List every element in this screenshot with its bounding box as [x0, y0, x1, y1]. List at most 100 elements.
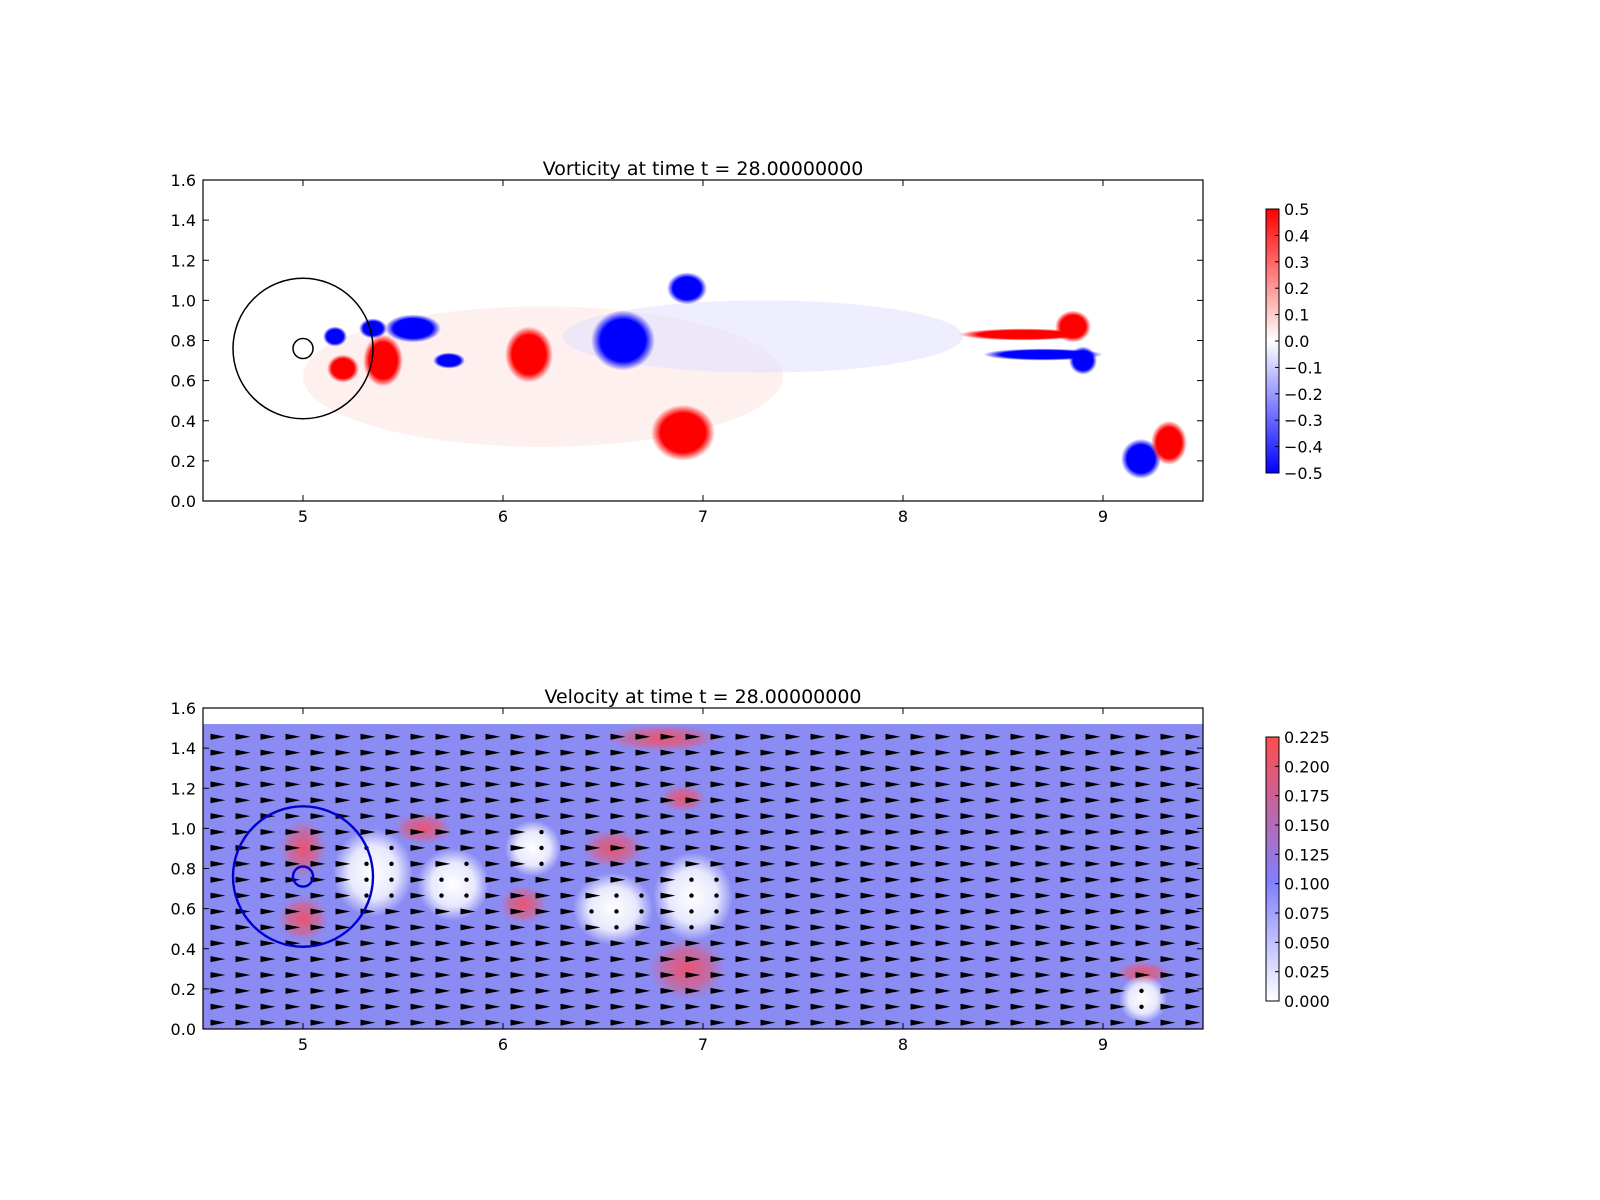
quiver-arrow	[910, 892, 926, 899]
quiver-arrow	[1160, 1019, 1176, 1026]
quiver-arrow	[935, 797, 951, 804]
quiver-arrow	[735, 829, 751, 836]
quiver-arrow	[460, 924, 476, 931]
quiver-arrow	[685, 781, 701, 788]
quiver-arrow	[435, 908, 451, 915]
quiver-arrow	[285, 813, 301, 820]
quiver-arrow	[335, 765, 351, 772]
quiver-arrow	[410, 956, 426, 963]
quiver-dot	[714, 893, 719, 898]
positive-vortex	[651, 404, 715, 461]
quiver-arrow	[1160, 924, 1176, 931]
quiver-arrow	[1035, 1003, 1051, 1010]
quiver-arrow	[1185, 940, 1201, 947]
velocity-circle-large	[231, 805, 375, 948]
quiver-arrow	[535, 940, 551, 947]
quiver-arrow	[660, 844, 676, 851]
quiver-arrow	[1010, 924, 1026, 931]
quiver-arrow	[710, 1003, 726, 1010]
quiver-arrow	[885, 876, 901, 883]
quiver-arrow	[785, 971, 801, 978]
quiver-arrow	[560, 956, 576, 963]
quiver-arrow	[710, 940, 726, 947]
quiver-arrow	[735, 749, 751, 756]
quiver-arrow	[710, 956, 726, 963]
quiver-arrow	[285, 860, 301, 867]
quiver-arrow	[1185, 908, 1201, 915]
quiver-arrow	[810, 844, 826, 851]
quiver-arrow	[785, 1019, 801, 1026]
quiver-arrow	[985, 797, 1001, 804]
quiver-arrow	[860, 749, 876, 756]
quiver-arrow	[960, 749, 976, 756]
vorticity-field	[303, 272, 1187, 479]
quiver-arrow	[510, 781, 526, 788]
quiver-arrow	[910, 765, 926, 772]
quiver-arrow	[410, 844, 426, 851]
quiver-arrow	[660, 1019, 676, 1026]
quiver-arrow	[935, 844, 951, 851]
quiver-arrow	[410, 908, 426, 915]
quiver-arrow	[360, 813, 376, 820]
quiver-arrow	[735, 924, 751, 931]
quiver-arrow	[510, 908, 526, 915]
slow-flow-region	[573, 872, 653, 945]
quiver-arrow	[660, 956, 676, 963]
quiver-arrow	[335, 797, 351, 804]
quiver-arrow	[235, 876, 251, 883]
negative-vortex	[1121, 438, 1161, 479]
quiver-arrow	[635, 844, 651, 851]
quiver-arrow	[210, 829, 226, 836]
quiver-arrow	[335, 940, 351, 947]
quiver-arrow	[285, 956, 301, 963]
quiver-arrow	[1110, 733, 1126, 740]
quiver-arrow	[735, 844, 751, 851]
quiver-arrow	[385, 924, 401, 931]
velocity-colorbar-tick-label: 0.200	[1284, 757, 1330, 776]
quiver-arrow	[460, 765, 476, 772]
quiver-arrow	[285, 971, 301, 978]
quiver-arrow	[710, 1019, 726, 1026]
quiver-arrow	[760, 797, 776, 804]
quiver-arrow	[1185, 829, 1201, 836]
quiver-arrow	[1010, 749, 1026, 756]
quiver-dot	[714, 909, 719, 914]
quiver-arrow	[710, 781, 726, 788]
quiver-arrow	[335, 829, 351, 836]
quiver-arrow	[960, 765, 976, 772]
quiver-arrow	[960, 1019, 976, 1026]
vorticity-colorbar-tick-label: 0.4	[1284, 226, 1309, 245]
quiver-arrow	[1010, 1003, 1026, 1010]
quiver-arrow	[985, 892, 1001, 899]
quiver-arrow	[910, 987, 926, 994]
quiver-arrow	[560, 829, 576, 836]
quiver-arrow	[760, 765, 776, 772]
quiver-arrow	[435, 765, 451, 772]
velocity-xtick-label: 9	[1098, 1035, 1108, 1054]
quiver-arrow	[360, 765, 376, 772]
velocity-colorbar-tick-label: 0.100	[1284, 875, 1330, 894]
quiver-arrow	[435, 781, 451, 788]
quiver-arrow	[1035, 797, 1051, 804]
quiver-arrow	[610, 1003, 626, 1010]
quiver-arrow	[560, 908, 576, 915]
positive-vortex	[959, 328, 1087, 341]
quiver-arrow	[1185, 971, 1201, 978]
quiver-arrow	[835, 892, 851, 899]
quiver-dot	[464, 893, 469, 898]
fast-flow-region	[647, 936, 727, 1001]
quiver-arrow	[585, 829, 601, 836]
quiver-arrow	[660, 813, 676, 820]
quiver-arrow	[560, 876, 576, 883]
quiver-arrow	[510, 1003, 526, 1010]
quiver-arrow	[810, 797, 826, 804]
quiver-arrow	[1160, 829, 1176, 836]
quiver-arrow	[210, 813, 226, 820]
quiver-arrow	[1060, 940, 1076, 947]
quiver-arrow	[710, 844, 726, 851]
velocity-title: Velocity at time t = 28.00000000	[544, 686, 861, 708]
quiver-arrow	[860, 987, 876, 994]
quiver-arrow	[1085, 892, 1101, 899]
velocity-ytick-label: 0.0	[171, 1020, 196, 1039]
quiver-arrow	[1160, 844, 1176, 851]
